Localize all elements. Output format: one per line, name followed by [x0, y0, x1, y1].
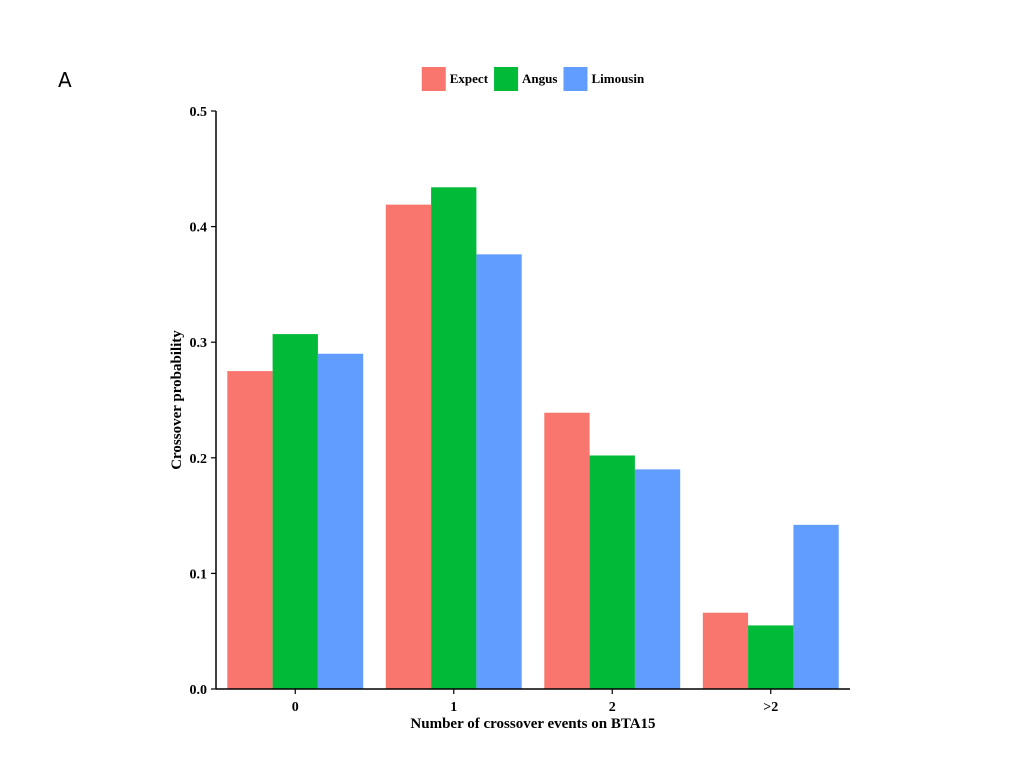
y-tick-label: 0.5 — [190, 105, 208, 120]
legend-label: Expect — [450, 71, 489, 86]
bar-limousin-1 — [476, 254, 522, 689]
x-axis-title: Number of crossover events on BTA15 — [410, 716, 655, 732]
legend-label: Limousin — [591, 71, 645, 86]
bar-angus-2 — [748, 625, 794, 689]
x-axis-ticks: 0 1 2 >2 — [292, 689, 778, 715]
x-tick-label: 0 — [292, 700, 299, 715]
x-tick-label: >2 — [763, 700, 778, 715]
y-tick-label: 0.0 — [190, 683, 208, 698]
x-tick-label: 1 — [450, 700, 457, 715]
legend-label: Angus — [522, 71, 557, 86]
bar-limousin-0 — [317, 353, 364, 689]
y-tick-label: 0.2 — [190, 452, 208, 467]
bar-angus-1 — [431, 187, 477, 689]
y-tick-label: 0.4 — [190, 221, 208, 236]
x-tick-label: 2 — [609, 700, 616, 715]
y-tick-label: 0.1 — [190, 567, 208, 582]
legend-item-expect: Expect — [421, 67, 489, 91]
bar-expect-2 — [702, 612, 749, 689]
legend: Expect Angus Limousin — [421, 67, 645, 91]
bars-group — [227, 187, 839, 690]
bar-expect-0 — [227, 371, 273, 689]
y-tick-label: 0.3 — [190, 336, 208, 351]
legend-swatch — [421, 67, 446, 91]
panel-label: A — [58, 68, 72, 92]
bar-angus-2 — [589, 455, 635, 689]
y-axis-title: Crossover probability — [169, 330, 185, 470]
bar-angus-0 — [272, 334, 318, 689]
bar-expect-1 — [385, 204, 432, 690]
legend-swatch — [563, 67, 588, 91]
legend-item-limousin: Limousin — [563, 67, 645, 91]
legend-swatch — [494, 67, 519, 91]
bar-expect-2 — [544, 412, 590, 689]
bar-limousin-2 — [793, 524, 839, 689]
legend-item-angus: Angus — [494, 67, 557, 91]
y-axis-ticks: 0.0 0.1 0.2 0.3 0.4 0.5 — [190, 105, 216, 698]
bar-limousin-2 — [634, 469, 681, 689]
